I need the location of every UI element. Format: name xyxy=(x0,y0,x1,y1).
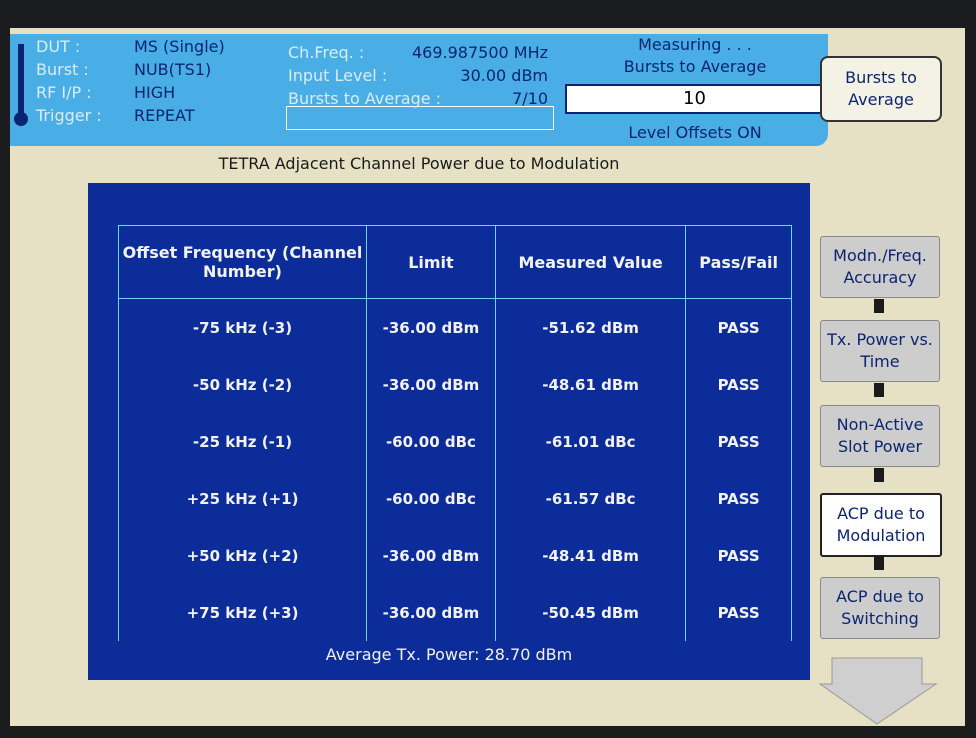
cell: -36.00 dBm xyxy=(367,356,496,413)
status-label: Input Level : xyxy=(288,65,387,87)
entry-label: Bursts to Average xyxy=(580,56,810,78)
status-label: Ch.Freq. : xyxy=(288,42,364,64)
cell: -50 kHz (-2) xyxy=(119,356,367,413)
page: {"status": { "left": [{"label": "DUT :",… xyxy=(0,0,976,738)
cell: +50 kHz (+2) xyxy=(119,527,367,584)
footer: Average Tx. Power: 28.70 dBm xyxy=(88,645,810,664)
level-dot xyxy=(14,112,28,126)
cell: -51.62 dBm xyxy=(495,299,685,357)
status-value: MS (Single) xyxy=(134,36,225,58)
cell: -60.00 dBc xyxy=(367,413,496,470)
cell: -25 kHz (-1) xyxy=(119,413,367,470)
column-header: Measured Value xyxy=(495,226,685,299)
menu-button[interactable]: Modn./Freq. Accuracy xyxy=(820,236,940,298)
status-label: Trigger : xyxy=(36,105,102,127)
cell: PASS xyxy=(686,584,792,641)
cell: -75 kHz (-3) xyxy=(119,299,367,357)
cell: +25 kHz (+1) xyxy=(119,470,367,527)
column-header: Limit xyxy=(367,226,496,299)
menu-link xyxy=(874,556,884,570)
down-arrow[interactable] xyxy=(818,656,938,726)
status-value: HIGH xyxy=(134,82,175,104)
status-value: REPEAT xyxy=(134,105,194,127)
menu-button[interactable]: Tx. Power vs. Time xyxy=(820,320,940,382)
level-bar xyxy=(18,44,24,118)
title: TETRA Adjacent Channel Power due to Modu… xyxy=(10,154,828,173)
cell: -36.00 dBm xyxy=(367,584,496,641)
status-label: DUT : xyxy=(36,36,80,58)
menu-button[interactable]: ACP due to Switching xyxy=(820,577,940,639)
menu-link xyxy=(874,468,884,482)
cell: +75 kHz (+3) xyxy=(119,584,367,641)
cell: -36.00 dBm xyxy=(367,299,496,357)
status-value: NUB(TS1) xyxy=(134,59,211,81)
cell: PASS xyxy=(686,527,792,584)
status-value: 30.00 dBm xyxy=(400,65,548,87)
screen: Measuring . . . Bursts to Average 10 Lev… xyxy=(10,28,965,726)
entry-field[interactable]: 10 xyxy=(565,84,824,114)
cell: -60.00 dBc xyxy=(367,470,496,527)
status-value: 469.987500 MHz xyxy=(400,42,548,64)
softkey[interactable]: Bursts to Average xyxy=(820,56,942,122)
arrow-shape xyxy=(820,658,936,724)
cell: PASS xyxy=(686,413,792,470)
status-value: 7/10 xyxy=(400,88,548,110)
cell: PASS xyxy=(686,470,792,527)
menu-link xyxy=(874,299,884,313)
cell: -50.45 dBm xyxy=(495,584,685,641)
menu-link xyxy=(874,383,884,397)
state: Measuring . . . xyxy=(580,34,810,56)
cell: -36.00 dBm xyxy=(367,527,496,584)
status-label: Burst : xyxy=(36,59,89,81)
cell: PASS xyxy=(686,299,792,357)
cell: PASS xyxy=(686,356,792,413)
cell: -61.57 dBc xyxy=(495,470,685,527)
cell: -61.01 dBc xyxy=(495,413,685,470)
menu-button[interactable]: Non-Active Slot Power xyxy=(820,405,940,467)
offsets: Level Offsets ON xyxy=(580,122,810,144)
menu-button[interactable]: ACP due to Modulation xyxy=(820,493,942,557)
cell: -48.61 dBm xyxy=(495,356,685,413)
column-header: Offset Frequency (Channel Number) xyxy=(119,226,367,299)
status-bar: Measuring . . . Bursts to Average 10 Lev… xyxy=(10,34,828,146)
cell: -48.41 dBm xyxy=(495,527,685,584)
column-header: Pass/Fail xyxy=(686,226,792,299)
status-label: RF I/P : xyxy=(36,82,92,104)
